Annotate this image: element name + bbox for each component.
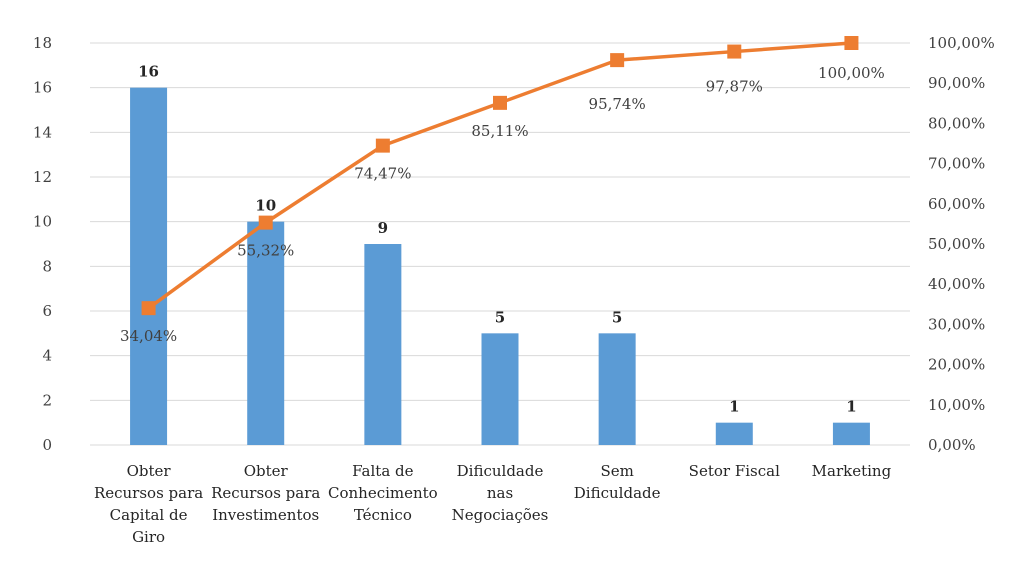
bar [598,333,636,445]
bar-series [130,87,870,446]
right-tick-label: 100,00% [928,34,995,52]
line-marker [141,301,156,316]
line-marker [375,138,390,153]
category-label-line: Negociações [452,506,549,524]
right-y-axis: 0,00% 10,00% 20,00% 30,00% 40,00% 50,00% 60,00… [928,34,995,454]
left-tick-label: 6 [42,302,52,320]
category-label-line: nas [487,484,513,502]
right-tick-label: 50,00% [928,235,985,253]
cumulative-pct-label: 55,32% [237,242,294,260]
left-tick-label: 8 [42,257,52,275]
cumulative-pct-label: 74,47% [354,165,411,183]
category-label-line: Dificuldade [574,484,661,502]
cumulative-pct-label: 100,00% [818,64,885,82]
cumulative-pct-label: 34,04% [120,327,177,345]
left-tick-label: 16 [33,79,52,97]
right-tick-label: 40,00% [928,275,985,293]
category-label: Obter Recursos para Investimentos [211,462,320,524]
bar-value-label: 10 [255,197,276,215]
bar-value-label: 9 [378,219,388,237]
right-tick-label: 90,00% [928,74,985,92]
category-label-line: Falta de [352,462,413,480]
right-tick-label: 80,00% [928,114,985,132]
right-tick-label: 20,00% [928,356,985,374]
category-label-line: Obter [244,462,289,480]
category-label-line: Recursos para [94,484,203,502]
line-marker [493,95,507,110]
category-label: Sem Dificuldade [574,462,661,502]
cumulative-line-series [141,36,859,316]
category-label-line: Giro [132,528,165,546]
category-label: Marketing [812,462,892,480]
bar-value-label: 16 [138,63,159,81]
line-marker [727,44,742,59]
left-tick-label: 2 [42,391,52,409]
category-label-line: Conhecimento [328,484,438,502]
bar-value-label: 1 [846,398,856,416]
category-label-line: Técnico [354,506,412,524]
left-y-axis: 0 2 4 6 8 10 12 14 16 18 [33,34,52,454]
category-label-line: Investimentos [212,506,319,524]
right-tick-label: 60,00% [928,195,985,213]
bar-value-label: 5 [612,308,622,326]
category-label-line: Capital de [110,506,188,524]
category-label-line: Recursos para [211,484,320,502]
category-label-line: Sem [600,462,633,480]
category-label: Setor Fiscal [689,462,780,480]
left-tick-label: 10 [33,213,52,231]
category-label: Dificuldade nas Negociações [452,462,549,524]
cumulative-pct-label: 85,11% [471,122,528,140]
line-marker [844,36,859,50]
bar [364,244,402,445]
bar [481,333,519,445]
line-marker [610,53,625,68]
bar [715,422,753,445]
left-tick-label: 12 [33,168,52,186]
category-label: Falta de Conhecimento Técnico [328,462,438,524]
left-tick-label: 14 [33,123,52,141]
right-tick-label: 70,00% [928,155,985,173]
category-label-line: Setor Fiscal [689,462,780,480]
bar [832,422,870,445]
left-tick-label: 4 [42,347,52,365]
category-label: Obter Recursos para Capital de Giro [94,462,203,546]
left-tick-label: 0 [42,436,52,454]
bar-value-label: 5 [495,308,505,326]
category-axis-labels: Obter Recursos para Capital de Giro Obter Rec… [94,462,892,546]
category-label-line: Obter [127,462,172,480]
right-tick-label: 30,00% [928,315,985,333]
bar-data-labels: 16 10 9 5 5 1 1 [138,63,857,416]
bar [130,87,168,446]
category-label-line: Marketing [812,462,892,480]
cumulative-pct-label: 97,87% [706,78,763,96]
line-data-labels: 34,04% 55,32% 74,47% 85,11% 95,74% 97,87% 100,… [120,64,885,345]
left-tick-label: 18 [33,34,52,52]
bar [247,221,285,445]
gridlines [90,42,910,446]
cumulative-pct-label: 95,74% [589,95,646,113]
right-tick-label: 0,00% [928,436,976,454]
bar-value-label: 1 [729,398,739,416]
category-label-line: Dificuldade [457,462,544,480]
line-marker [258,215,273,230]
right-tick-label: 10,00% [928,396,985,414]
